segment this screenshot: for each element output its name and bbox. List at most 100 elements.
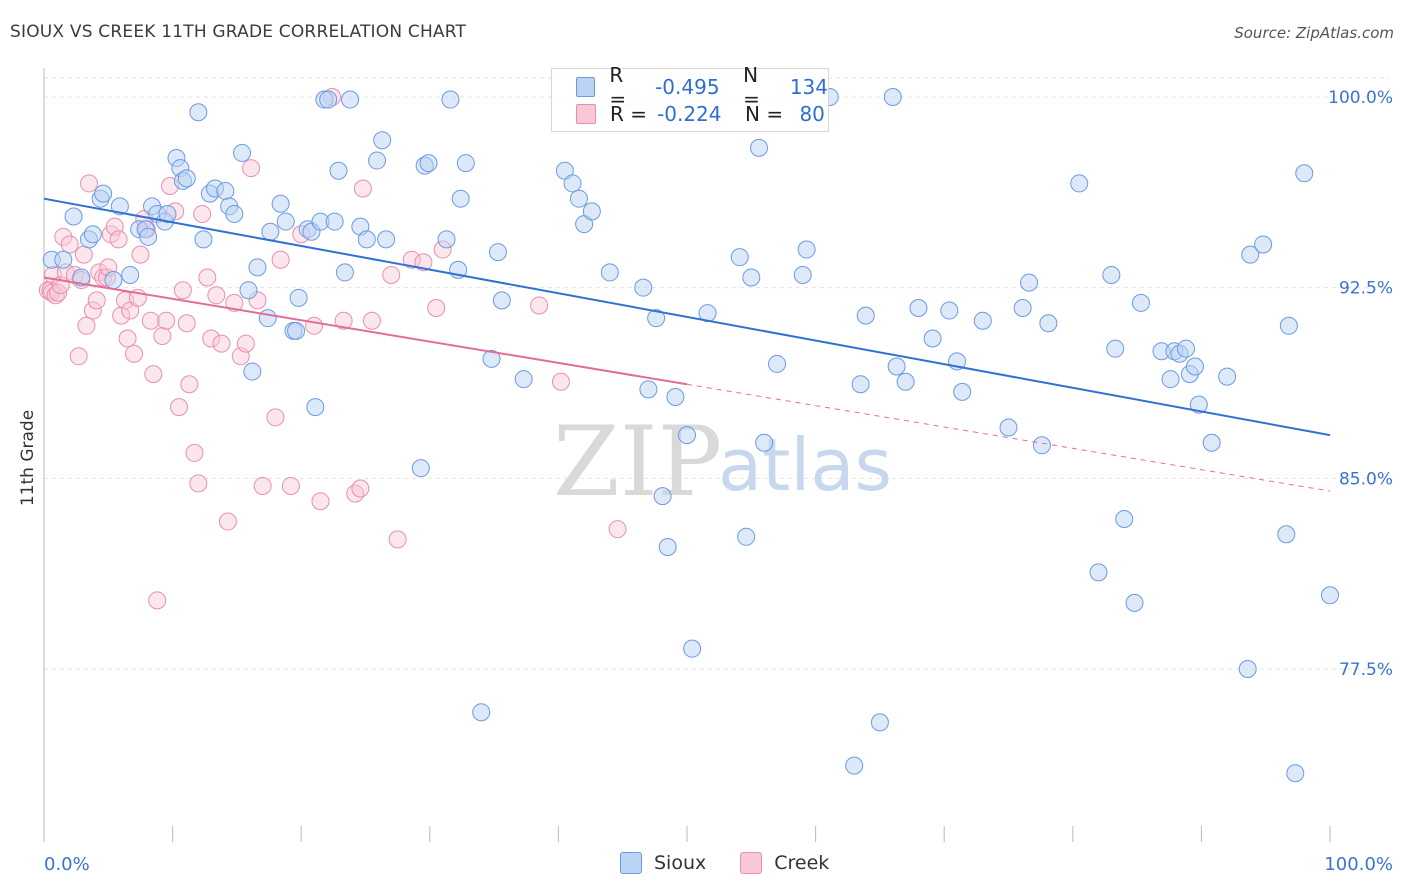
sioux-point <box>750 138 769 157</box>
sioux-point <box>940 301 959 320</box>
creek-point <box>608 520 627 539</box>
sioux-n-label: N = <box>743 63 760 111</box>
creek-point <box>281 476 300 495</box>
sioux-point <box>335 263 354 282</box>
creek-point <box>148 591 167 610</box>
sioux-point <box>441 90 460 109</box>
sioux-point <box>896 372 915 391</box>
sioux-point <box>121 265 140 284</box>
sioux-point <box>306 398 325 417</box>
sioux-r-label: R = <box>609 63 627 111</box>
sioux-point <box>261 222 280 241</box>
sioux-point <box>1277 525 1296 544</box>
creek-point <box>177 314 196 333</box>
sioux-point <box>923 329 942 348</box>
creek-point <box>125 344 144 363</box>
sioux-point <box>1115 510 1134 529</box>
creek-point <box>236 334 255 353</box>
sioux-point <box>287 321 306 340</box>
sioux-point <box>194 230 213 249</box>
sioux-point <box>887 357 906 376</box>
sioux-point <box>1286 764 1305 783</box>
sioux-point <box>357 230 376 249</box>
creek-swatch <box>576 104 596 124</box>
sioux-point <box>1020 273 1039 292</box>
creek-point <box>157 311 176 330</box>
sioux-point <box>1106 339 1125 358</box>
sioux-point <box>1185 357 1204 376</box>
sioux-n-value: 134 <box>789 75 828 99</box>
sioux-point <box>319 90 338 109</box>
sioux-point <box>1295 164 1314 183</box>
sioux-legend-swatch <box>620 852 642 874</box>
sioux-point <box>325 212 344 231</box>
sioux-point <box>647 309 666 328</box>
creek-point <box>218 512 237 531</box>
sioux-point <box>1238 660 1257 678</box>
creek-trend-line <box>43 276 688 386</box>
legend-row-sioux: R = -0.495 N = 134 <box>576 63 828 111</box>
sioux-point <box>1189 395 1208 414</box>
sioux-point <box>768 354 787 373</box>
watermark: ZIP atlas <box>553 406 892 518</box>
creek-point <box>180 375 199 394</box>
sioux-point <box>94 184 113 203</box>
sioux-point <box>1161 370 1180 389</box>
sioux-point <box>582 202 601 221</box>
sioux-point <box>233 143 252 162</box>
sioux-point <box>177 169 196 188</box>
creek-point <box>253 476 272 495</box>
sioux-point <box>1254 235 1273 254</box>
sioux-point <box>289 288 308 307</box>
creek-point <box>131 245 150 264</box>
sioux-point <box>189 103 208 122</box>
sioux-point <box>377 230 396 249</box>
legend-item-sioux: Sioux <box>620 852 706 874</box>
sioux-point <box>83 225 102 244</box>
creek-point <box>242 159 261 178</box>
creek-point <box>80 174 99 193</box>
sioux-point <box>258 309 277 328</box>
creek-point <box>198 268 217 287</box>
creek-point <box>153 326 172 345</box>
sioux-point <box>329 161 348 180</box>
creek-legend-swatch <box>740 852 763 874</box>
sioux-point <box>600 263 619 282</box>
sioux-point <box>563 174 582 193</box>
sioux-point <box>1032 436 1051 455</box>
creek-point <box>189 474 208 493</box>
creek-point <box>334 311 353 330</box>
sioux-point <box>341 90 360 109</box>
creek-r-value: -0.224 <box>657 102 722 126</box>
sioux-point <box>856 306 875 325</box>
creek-point <box>346 484 365 503</box>
sioux-point <box>683 639 702 658</box>
creek-point <box>109 230 128 249</box>
creek-point <box>382 265 401 284</box>
axis-layer <box>43 68 1331 842</box>
y-tick-label: 77.5% <box>1339 660 1393 680</box>
legend-item-creek: Creek <box>740 852 829 874</box>
x-tick-label-max: 100.0% <box>1324 854 1393 875</box>
sioux-point <box>451 189 470 208</box>
creek-point <box>54 227 73 246</box>
sioux-point <box>488 243 507 262</box>
creek-point <box>87 291 106 310</box>
sioux-point <box>225 204 244 223</box>
sioux-trend-line <box>43 197 1331 437</box>
sioux-points <box>42 88 1339 783</box>
creek-r-label: R = <box>610 102 648 126</box>
sioux-point <box>653 487 672 506</box>
creek-point <box>305 316 324 335</box>
sioux-point <box>639 380 658 399</box>
sioux-point <box>973 311 992 330</box>
creek-point <box>74 245 93 264</box>
sioux-point <box>411 459 430 478</box>
sioux-point <box>139 227 158 246</box>
sioux-point <box>1218 367 1237 386</box>
trend-layer <box>43 197 1331 492</box>
sioux-point <box>248 258 267 277</box>
sioux-point <box>1176 339 1195 358</box>
sioux-point <box>742 268 761 287</box>
creek-point <box>551 372 570 391</box>
